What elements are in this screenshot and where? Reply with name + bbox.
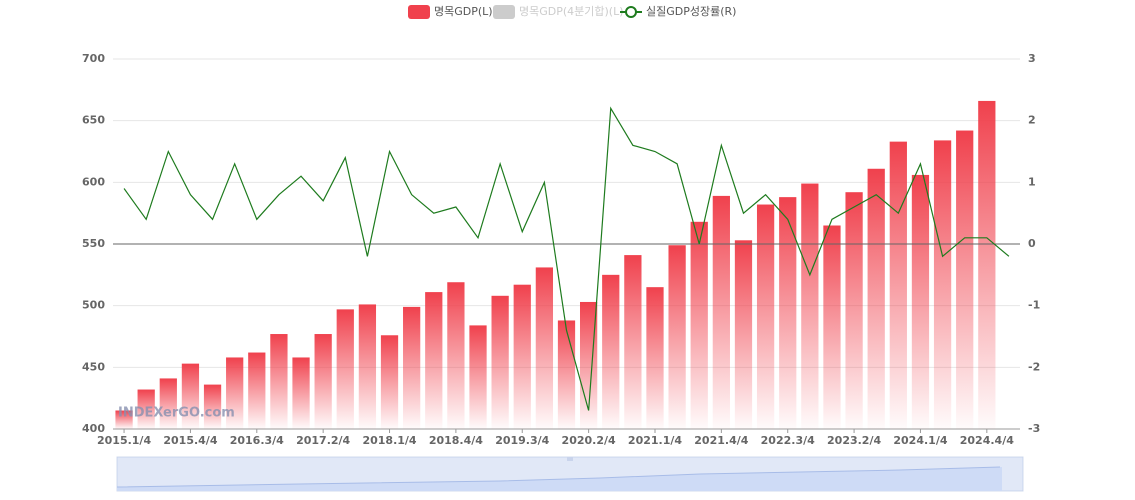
bar xyxy=(646,287,664,429)
bars xyxy=(115,100,996,430)
bar xyxy=(159,378,177,429)
y-tick-label: 400 xyxy=(82,422,105,435)
y-tick-label: 700 xyxy=(82,52,105,65)
x-tick-label: 2022.3/4 xyxy=(761,434,815,447)
bar xyxy=(911,174,930,429)
x-tick-label: 2016.3/4 xyxy=(230,434,284,447)
bar xyxy=(823,225,841,429)
bar xyxy=(845,192,863,429)
x-tick-label: 2019.3/4 xyxy=(495,434,549,447)
bar xyxy=(447,282,465,429)
y2-tick-label: 2 xyxy=(1028,114,1036,127)
lines xyxy=(113,106,1020,411)
bar xyxy=(115,410,133,429)
legend-swatch[interactable] xyxy=(493,5,515,19)
x-tick-label: 2021.4/4 xyxy=(694,434,748,447)
x-tick-label: 2015.4/4 xyxy=(163,434,217,447)
bar xyxy=(425,292,443,429)
legend[interactable]: 명목GDP(L) 명목GDP(4분기합)(L) 실질GDP성장률(R) xyxy=(408,5,736,19)
zoom-window[interactable] xyxy=(117,457,1023,491)
bar xyxy=(779,197,797,429)
bar xyxy=(403,306,421,429)
bar xyxy=(292,357,310,429)
x-tick-label: 2018.4/4 xyxy=(429,434,483,447)
legend-swatch[interactable] xyxy=(625,6,637,18)
y2-tick-label: -3 xyxy=(1028,422,1040,435)
bar xyxy=(690,221,708,429)
bar xyxy=(314,334,332,429)
bar xyxy=(933,140,952,429)
legend-label[interactable]: 명목GDP(4분기합)(L) xyxy=(519,5,624,18)
y-tick-label: 500 xyxy=(82,299,105,312)
bar xyxy=(668,245,686,429)
bar xyxy=(469,325,487,429)
bar xyxy=(956,130,974,430)
x-tick-label: 2023.2/4 xyxy=(827,434,881,447)
watermark: INDEXerGO.com xyxy=(118,406,235,421)
bar xyxy=(624,255,642,429)
legend-label[interactable]: 실질GDP성장률(R) xyxy=(646,5,736,18)
legend-swatch[interactable] xyxy=(408,5,430,19)
legend-label[interactable]: 명목GDP(L) xyxy=(434,5,493,18)
x-tick-label: 2024.4/4 xyxy=(960,434,1014,447)
bar xyxy=(181,363,200,429)
y-tick-label: 600 xyxy=(82,175,105,188)
y-tick-label: 650 xyxy=(82,114,105,127)
bar xyxy=(358,304,377,429)
bar xyxy=(801,183,819,429)
y2-tick-label: -2 xyxy=(1028,360,1040,373)
bar xyxy=(867,168,885,429)
bar xyxy=(889,141,907,429)
y2-tick-label: 1 xyxy=(1028,175,1036,188)
y2-tick-label: -1 xyxy=(1028,299,1040,312)
bar xyxy=(203,384,222,429)
x-tick-label: 2015.1/4 xyxy=(97,434,151,447)
zoom-handle[interactable] xyxy=(567,457,573,461)
bar xyxy=(734,240,753,429)
bar xyxy=(513,284,531,429)
y2-tick-label: 3 xyxy=(1028,52,1036,65)
bar xyxy=(756,204,775,429)
labels: 400 450 500 550 600 650 700 -3 -2 -1 0 1 2 3 2015.1/4 2… xyxy=(82,52,1040,447)
zoom-preview xyxy=(117,467,1002,491)
x-tick-label: 2024.1/4 xyxy=(893,434,947,447)
bar xyxy=(712,195,730,429)
bar xyxy=(226,357,244,429)
bar xyxy=(380,335,399,429)
bar xyxy=(491,295,509,429)
bar xyxy=(248,352,266,429)
bar xyxy=(270,334,288,429)
bar xyxy=(535,267,554,429)
x-tick-label: 2018.1/4 xyxy=(362,434,416,447)
bar xyxy=(978,100,996,429)
zoom-preview-line xyxy=(116,466,1001,488)
line xyxy=(123,106,1010,411)
x-tick-label: 2021.1/4 xyxy=(628,434,682,447)
x-tick-label: 2017.2/4 xyxy=(296,434,350,447)
y-tick-label: 450 xyxy=(82,360,105,373)
y2-tick-label: 0 xyxy=(1028,237,1036,250)
bar xyxy=(557,320,576,429)
x-tick-label: 2020.2/4 xyxy=(562,434,616,447)
bar xyxy=(602,274,620,429)
y-tick-label: 550 xyxy=(82,237,105,250)
data-zoom[interactable] xyxy=(116,456,1024,492)
bar xyxy=(579,301,598,429)
bar xyxy=(336,309,354,429)
bar xyxy=(137,389,155,429)
